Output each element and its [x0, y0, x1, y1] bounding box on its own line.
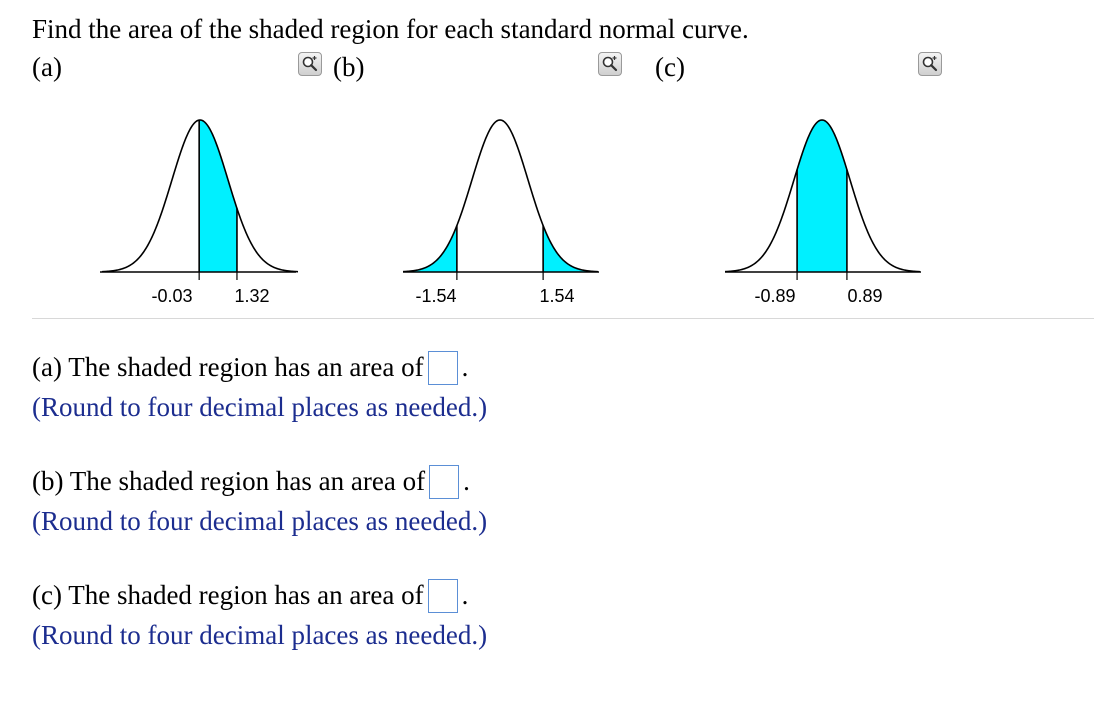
- answer-c-hint: (Round to four decimal places as needed.…: [32, 620, 488, 650]
- shaded-left-tail: [403, 225, 457, 272]
- zoom-graph-b-button[interactable]: [598, 52, 622, 76]
- zoom-in-magnifier-icon: [922, 56, 938, 72]
- shaded-region: [797, 120, 847, 272]
- normal-curve-graph-a: [100, 119, 299, 280]
- answer-c-line: (c) The shaded region has an area of.: [32, 578, 468, 613]
- graph-a-tick-right: 1.32: [234, 286, 270, 306]
- shaded-region: [199, 120, 237, 272]
- graph-c-tick-right: 0.89: [847, 286, 883, 306]
- answer-c-input[interactable]: [427, 579, 458, 613]
- answer-a-hint: (Round to four decimal places as needed.…: [32, 392, 488, 422]
- normal-curve-graph-b: [403, 119, 599, 280]
- part-b-label: (b): [333, 52, 365, 82]
- section-divider: [32, 318, 1094, 319]
- normal-curve: [403, 119, 599, 273]
- answer-a-line: (a) The shaded region has an area of.: [32, 350, 468, 385]
- zoom-graph-a-button[interactable]: [298, 52, 322, 76]
- normal-curve: [101, 119, 299, 273]
- part-c-label: (c): [655, 52, 685, 82]
- graph-b-tick-left: -1.54: [415, 286, 457, 306]
- normal-curve: [725, 119, 921, 273]
- answer-b-line: (b) The shaded region has an area of.: [32, 464, 470, 499]
- answer-a-prompt: (a) The shaded region has an area of: [32, 352, 424, 382]
- answer-a-period: .: [461, 352, 469, 382]
- answer-b-period: .: [463, 466, 470, 496]
- answer-b-hint: (Round to four decimal places as needed.…: [32, 506, 488, 536]
- zoom-graph-c-button[interactable]: [918, 52, 942, 76]
- answer-b-input[interactable]: [429, 465, 460, 499]
- answer-b-prompt: (b) The shaded region has an area of: [32, 466, 426, 496]
- answer-c-period: .: [461, 580, 469, 610]
- graph-a-tick-left: -0.03: [151, 286, 193, 306]
- zoom-in-magnifier-icon: [302, 56, 318, 72]
- answer-c-prompt: (c) The shaded region has an area of: [32, 580, 424, 610]
- graph-c-tick-left: -0.89: [754, 286, 796, 306]
- part-a-label: (a): [32, 52, 62, 82]
- normal-curve-graph-c: [725, 119, 921, 280]
- zoom-in-magnifier-icon: [602, 56, 618, 72]
- shaded-right-tail: [543, 225, 598, 272]
- graph-b-tick-right: 1.54: [539, 286, 575, 306]
- question-text: Find the area of the shaded region for e…: [32, 14, 749, 44]
- answer-a-input[interactable]: [427, 351, 458, 385]
